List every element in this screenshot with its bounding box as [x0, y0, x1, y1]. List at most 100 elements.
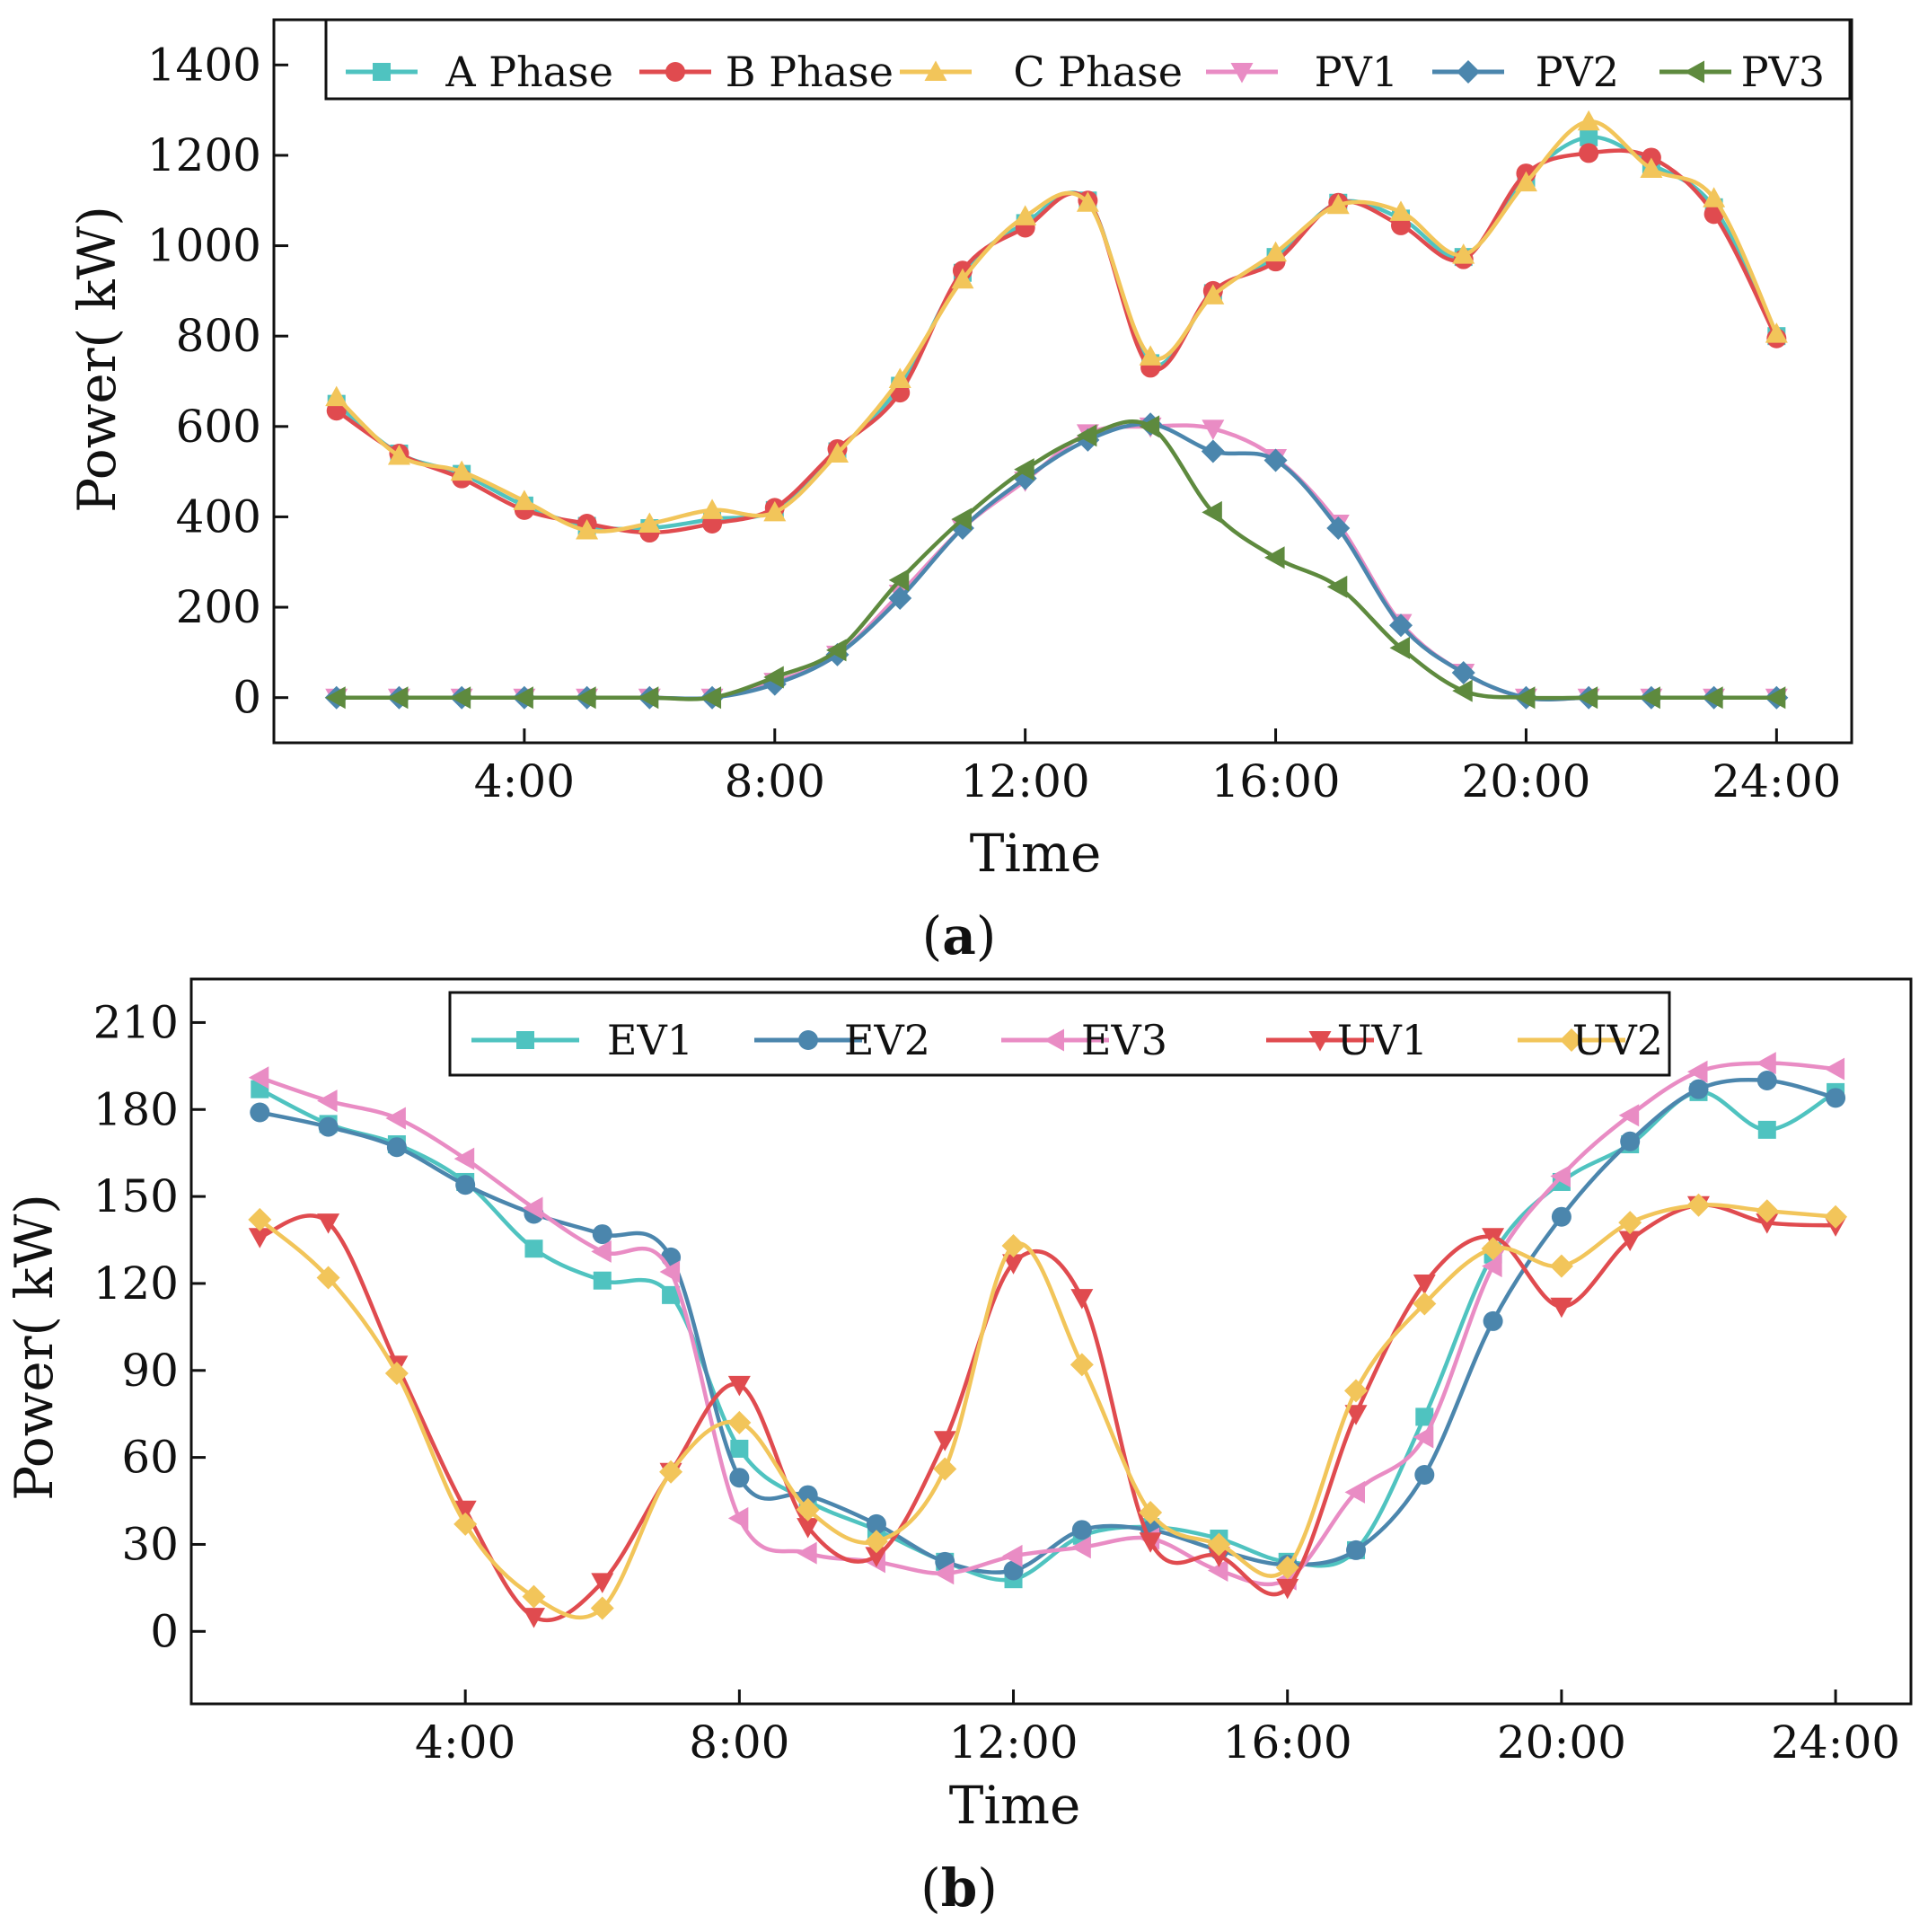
legend-label-b-0: EV1 — [607, 1016, 693, 1064]
legend-label-a-5: PV3 — [1741, 48, 1825, 96]
x-tick-label-b-3: 16:00 — [1223, 1716, 1352, 1769]
data-point-a-2-18 — [1452, 243, 1475, 264]
legend-marker-b-1 — [798, 1030, 818, 1050]
data-point-b-1-9 — [866, 1513, 886, 1534]
series-layer-b — [248, 1052, 1848, 1628]
x-tick-label-a-0: 4:00 — [474, 755, 575, 807]
data-point-a-5-3 — [513, 686, 533, 710]
x-tick-label-a-2: 12:00 — [961, 755, 1090, 807]
data-point-a-5-11 — [1014, 458, 1034, 481]
data-point-a-2-1 — [387, 445, 410, 465]
series-a-a-phase — [327, 128, 1786, 538]
data-point-a-2-16 — [1326, 193, 1350, 215]
data-point-b-4-14 — [1207, 1532, 1231, 1557]
y-axis-label-a: Power( kW) — [66, 206, 128, 513]
data-point-b-4-1 — [316, 1266, 340, 1290]
data-point-b-1-20 — [1620, 1131, 1641, 1151]
data-point-b-3-15 — [1276, 1578, 1299, 1600]
data-point-a-2-23 — [1765, 322, 1788, 343]
series-line-b-1 — [259, 1078, 1836, 1575]
data-point-a-2-19 — [1514, 171, 1537, 192]
legend-marker-a-3 — [1230, 63, 1254, 84]
series-layer-a — [324, 110, 1789, 710]
y-tick-label-b-4: 120 — [93, 1257, 179, 1310]
data-point-a-4-9 — [888, 587, 912, 610]
data-point-b-4-13 — [1139, 1500, 1163, 1524]
data-point-b-2-3 — [453, 1147, 475, 1170]
data-point-b-1-22 — [1756, 1070, 1777, 1090]
data-point-a-2-4 — [576, 519, 599, 540]
data-point-a-5-6 — [700, 686, 722, 710]
series-b-ev1 — [251, 1080, 1845, 1589]
data-point-b-3-19 — [1550, 1297, 1573, 1319]
data-point-b-3-12 — [1070, 1289, 1094, 1310]
legend-a: A Phase B Phase C Phase PV1 PV2 PV3 — [324, 18, 1852, 101]
data-point-b-1-17 — [1414, 1464, 1435, 1485]
series-a-b-phase — [326, 143, 1787, 543]
legend-label-a-0: A Phase — [445, 48, 613, 96]
legend-b: EV1 EV2 EV3 UV1 UV2 — [448, 991, 1671, 1077]
data-point-a-5-13 — [1139, 415, 1160, 438]
y-tick-label-a-1: 200 — [176, 581, 261, 633]
data-point-b-0-7 — [730, 1439, 749, 1458]
data-point-b-0-4 — [524, 1239, 543, 1258]
data-point-b-4-15 — [1275, 1556, 1299, 1580]
data-point-b-3-5 — [591, 1573, 614, 1593]
y-tick-label-b-7: 210 — [93, 996, 179, 1048]
plot-frame-a — [272, 18, 1853, 745]
series-a-pv1 — [325, 417, 1788, 710]
data-point-b-1-19 — [1551, 1206, 1571, 1227]
data-point-b-2-14 — [1207, 1559, 1228, 1583]
data-point-a-5-23 — [1765, 686, 1786, 710]
data-point-a-3-14 — [1202, 419, 1225, 440]
data-point-a-5-9 — [888, 569, 910, 592]
data-point-a-5-4 — [576, 686, 596, 710]
data-point-b-3-11 — [1002, 1254, 1026, 1275]
data-point-b-4-4 — [522, 1584, 546, 1609]
legend-label-a-4: PV2 — [1536, 48, 1619, 96]
y-tick-label-a-6: 1200 — [147, 129, 261, 181]
data-point-b-3-17 — [1413, 1274, 1436, 1295]
data-point-a-5-5 — [638, 686, 659, 710]
data-point-b-4-16 — [1344, 1379, 1369, 1403]
data-point-b-2-21 — [1686, 1060, 1708, 1083]
data-point-b-2-8 — [797, 1541, 817, 1565]
data-point-a-5-2 — [450, 686, 471, 710]
data-point-a-5-21 — [1640, 686, 1660, 710]
data-point-b-1-0 — [250, 1102, 270, 1123]
data-point-b-1-5 — [592, 1224, 612, 1245]
x-axis-label-b: Time — [949, 1775, 1081, 1836]
data-point-a-0-20 — [1580, 128, 1598, 146]
series-line-a-3 — [336, 423, 1777, 701]
data-point-a-2-9 — [888, 367, 911, 388]
y-tick-label-b-5: 150 — [93, 1170, 179, 1222]
data-point-a-2-11 — [1014, 205, 1037, 225]
legend-label-b-4: UV2 — [1572, 1016, 1663, 1064]
data-point-b-2-16 — [1344, 1480, 1366, 1504]
data-point-a-5-20 — [1577, 686, 1598, 710]
data-point-b-0-22 — [1757, 1120, 1776, 1139]
data-point-b-2-6 — [659, 1260, 681, 1284]
data-point-b-1-8 — [797, 1485, 818, 1505]
data-point-b-2-4 — [522, 1196, 543, 1220]
data-point-b-3-7 — [727, 1375, 751, 1397]
data-point-a-2-13 — [1139, 345, 1162, 366]
legend-marker-a-4 — [1457, 60, 1480, 84]
data-point-a-2-5 — [638, 512, 661, 533]
data-point-b-3-9 — [865, 1547, 888, 1567]
data-point-b-1-12 — [1071, 1520, 1092, 1540]
chart-panel-a: 0 200 400 600 800 1000 1200 1400 4:00 8:00 12:00 16… — [66, 18, 1853, 966]
data-point-a-5-10 — [951, 507, 972, 531]
data-point-b-4-10 — [933, 1457, 957, 1481]
ticks-b: 0 30 60 90 120 150 180 210 4:00 8:00 12:00 16:00 20:… — [93, 996, 1901, 1769]
data-point-a-5-18 — [1452, 679, 1473, 702]
x-tick-label-a-4: 20:00 — [1461, 755, 1590, 807]
legend-label-a-2: C Phase — [1013, 48, 1183, 96]
x-tick-label-b-2: 12:00 — [948, 1716, 1078, 1769]
data-point-b-0-17 — [1415, 1407, 1434, 1426]
legend-items-a: A Phase B Phase C Phase PV1 PV2 PV3 — [346, 48, 1825, 96]
data-point-a-5-12 — [1076, 424, 1097, 447]
data-point-b-4-0 — [248, 1207, 272, 1231]
series-a-pv2 — [324, 412, 1789, 710]
chart-panel-b: 0 30 60 90 120 150 180 210 4:00 8:00 12:00 16:00 20:… — [4, 977, 1913, 1919]
